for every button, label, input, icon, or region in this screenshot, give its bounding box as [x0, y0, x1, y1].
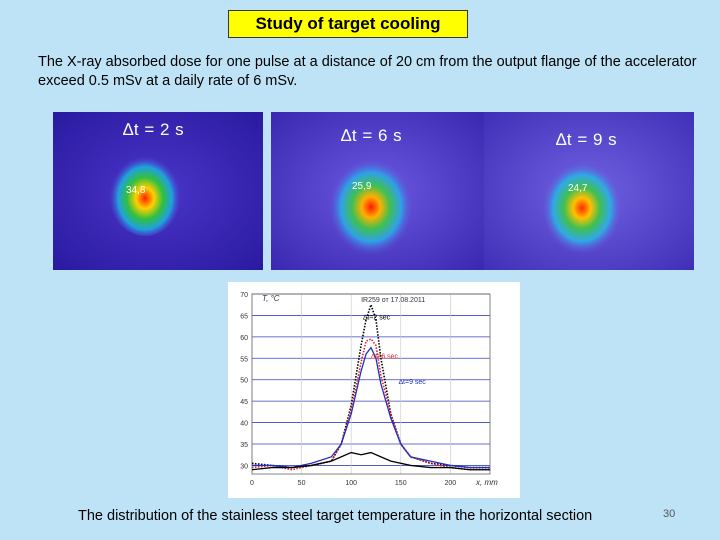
- figure-caption: The distribution of the stainless steel …: [78, 508, 593, 524]
- thermogram-2s: [53, 112, 263, 270]
- y-tick-label: 30: [240, 463, 248, 470]
- page-number: 30: [663, 508, 676, 520]
- y-tick-label: 55: [240, 356, 248, 363]
- y-axis-label: T, °C: [262, 294, 280, 303]
- x-tick-label: 200: [444, 480, 456, 487]
- thermogram-reading: 25,9: [352, 181, 372, 192]
- y-tick-label: 70: [240, 292, 248, 299]
- y-tick-label: 60: [240, 335, 248, 342]
- series-label: ∆t=2 sec: [363, 315, 391, 322]
- chart-svg: 30 35 40 45 50 55 60 65 70 0 50 100 150 200 ∆t=2 sec ∆t…: [240, 292, 498, 487]
- temperature-profile-chart: 30 35 40 45 50 55 60 65 70 0 50 100 150 200 ∆t=2 sec ∆t…: [228, 282, 520, 498]
- y-tick-label: 40: [240, 421, 248, 428]
- thermogram-label: ∆t = 6 s: [341, 126, 403, 145]
- thermogram-image: [53, 112, 263, 270]
- intro-paragraph: The X-ray absorbed dose for one pulse at…: [38, 54, 697, 89]
- thermogram-9s: [484, 112, 694, 270]
- thermogram-label: ∆t = 9 s: [556, 130, 618, 149]
- x-axis-label: x, mm: [475, 478, 498, 487]
- thermogram-6s: [271, 112, 484, 270]
- x-tick-label: 50: [298, 480, 306, 487]
- x-tick-label: 0: [250, 480, 254, 487]
- x-tick-label: 150: [395, 480, 407, 487]
- series-label: ∆t=6 sec: [371, 353, 399, 360]
- thermogram-reading: 34,8: [126, 185, 146, 196]
- y-tick-label: 65: [240, 313, 248, 320]
- y-tick-label: 50: [240, 378, 248, 385]
- chart-title: IR259 от 17.08.2011: [361, 297, 425, 304]
- thermogram-image: [484, 112, 694, 270]
- series-line: [251, 451, 490, 471]
- series-line: [252, 346, 490, 469]
- thermogram-label: ∆t = 2 s: [123, 120, 185, 139]
- series-label: ∆t=9 sec: [399, 379, 427, 386]
- x-tick-label: 100: [345, 480, 357, 487]
- slide-title: Study of target cooling: [228, 10, 468, 38]
- series-line: [251, 302, 490, 469]
- thermogram-image: [271, 112, 484, 270]
- plot-frame: [251, 293, 491, 475]
- thermogram-reading: 24,7: [568, 183, 588, 194]
- y-tick-label: 45: [240, 399, 248, 406]
- y-tick-label: 35: [240, 442, 248, 449]
